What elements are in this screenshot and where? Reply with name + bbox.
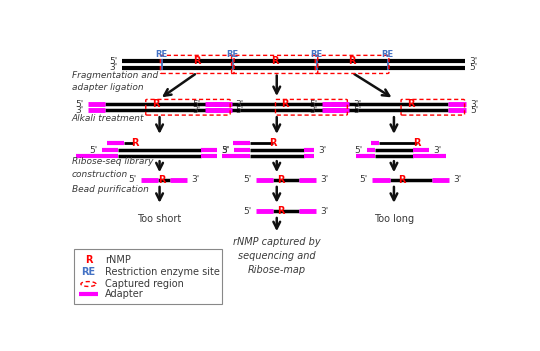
Text: 5': 5': [469, 63, 477, 72]
Text: Bead purification: Bead purification: [72, 185, 148, 194]
Text: R: R: [281, 99, 289, 109]
Text: 3': 3': [469, 57, 477, 66]
Text: 5': 5': [309, 100, 318, 109]
Text: R: R: [131, 139, 138, 148]
Text: 5': 5': [236, 106, 244, 115]
Text: 3': 3': [353, 100, 361, 109]
Text: 5': 5': [90, 146, 98, 155]
Text: 3': 3': [236, 100, 244, 109]
Text: 5': 5': [244, 176, 252, 185]
Text: 3': 3': [309, 106, 318, 115]
Text: rNMP captured by
sequencing and
Ribose-map: rNMP captured by sequencing and Ribose-m…: [233, 237, 321, 275]
Text: R: R: [407, 99, 414, 109]
Text: Fragmentation and
adapter ligation: Fragmentation and adapter ligation: [72, 71, 158, 92]
Text: 3': 3': [454, 176, 462, 185]
Text: 3': 3': [433, 146, 441, 155]
Text: 3': 3': [320, 176, 328, 185]
Text: Adapter: Adapter: [105, 289, 144, 299]
Text: R: R: [348, 56, 356, 66]
Text: RE: RE: [382, 50, 394, 59]
Text: R: R: [271, 56, 279, 66]
Text: Too long: Too long: [374, 214, 414, 224]
Text: Restriction enzyme site: Restriction enzyme site: [105, 267, 220, 277]
Text: 5': 5': [129, 176, 137, 185]
Text: R: R: [277, 175, 285, 185]
Text: 3': 3': [221, 146, 229, 155]
Text: R: R: [399, 175, 406, 185]
Text: 3': 3': [319, 146, 327, 155]
Text: 5': 5': [470, 106, 478, 115]
Text: 5': 5': [75, 100, 83, 109]
Text: RE: RE: [156, 50, 168, 59]
Text: 3': 3': [320, 206, 328, 216]
Text: 5': 5': [244, 206, 252, 216]
Text: RE: RE: [227, 50, 239, 59]
Text: 3': 3': [192, 106, 200, 115]
Text: 5': 5': [354, 146, 362, 155]
Text: 3': 3': [191, 176, 200, 185]
Text: Alkali treatment: Alkali treatment: [72, 114, 144, 123]
Text: R: R: [193, 56, 201, 66]
Text: R: R: [85, 255, 92, 265]
Text: Too short: Too short: [138, 214, 181, 224]
Text: 3': 3': [110, 63, 118, 72]
Text: R: R: [277, 206, 285, 216]
Text: RE: RE: [310, 50, 322, 59]
Text: R: R: [152, 99, 159, 109]
Text: R: R: [413, 139, 421, 148]
Text: R: R: [158, 175, 165, 185]
Text: Ribose-seq library
construction: Ribose-seq library construction: [72, 157, 153, 179]
Text: 5': 5': [353, 106, 361, 115]
Text: R: R: [269, 139, 276, 148]
Text: rNMP: rNMP: [105, 255, 131, 265]
Text: 3': 3': [75, 106, 83, 115]
Text: 5': 5': [360, 176, 368, 185]
FancyBboxPatch shape: [74, 249, 222, 304]
Text: 5': 5': [221, 146, 229, 155]
Text: 5': 5': [192, 100, 200, 109]
Text: 5': 5': [110, 57, 118, 66]
Text: Captured region: Captured region: [105, 279, 184, 289]
Text: 3': 3': [470, 100, 478, 109]
Text: RE: RE: [82, 267, 96, 277]
